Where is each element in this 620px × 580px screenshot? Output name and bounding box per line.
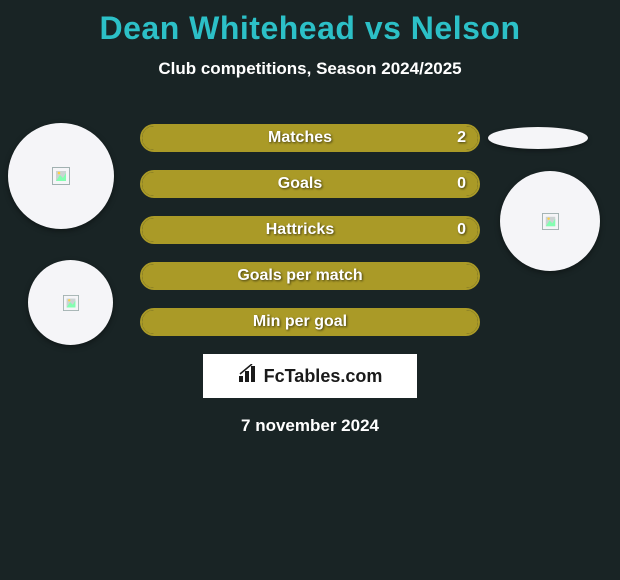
bar-label: Goals per match xyxy=(154,267,446,285)
stat-bar-hattricks: Hattricks 0 xyxy=(140,216,480,244)
stat-bars: Matches 2 Goals 0 Hattricks 0 Goals per … xyxy=(140,124,480,336)
subtitle: Club competitions, Season 2024/2025 xyxy=(0,59,620,79)
placeholder-icon xyxy=(542,213,559,230)
stat-bar-min-per-goal: Min per goal xyxy=(140,308,480,336)
date-label: 7 november 2024 xyxy=(0,416,620,436)
logo-text: FcTables.com xyxy=(264,366,383,387)
page-title: Dean Whitehead vs Nelson xyxy=(0,0,620,47)
bar-label: Hattricks xyxy=(154,221,446,239)
bar-value: 0 xyxy=(446,221,466,239)
player-1-club-avatar xyxy=(28,260,113,345)
stat-bar-goals: Goals 0 xyxy=(140,170,480,198)
stat-bar-goals-per-match: Goals per match xyxy=(140,262,480,290)
player-1-avatar xyxy=(8,123,114,229)
stat-bar-matches: Matches 2 xyxy=(140,124,480,152)
placeholder-icon xyxy=(63,295,79,311)
player-2-avatar xyxy=(500,171,600,271)
decorative-ellipse xyxy=(488,127,588,149)
bar-label: Min per goal xyxy=(154,313,446,331)
fctables-logo: FcTables.com xyxy=(203,354,417,398)
bar-value: 2 xyxy=(446,129,466,147)
bar-chart-icon xyxy=(238,364,260,389)
bar-value: 0 xyxy=(446,175,466,193)
placeholder-icon xyxy=(52,167,70,185)
bar-label: Matches xyxy=(154,129,446,147)
bar-label: Goals xyxy=(154,175,446,193)
